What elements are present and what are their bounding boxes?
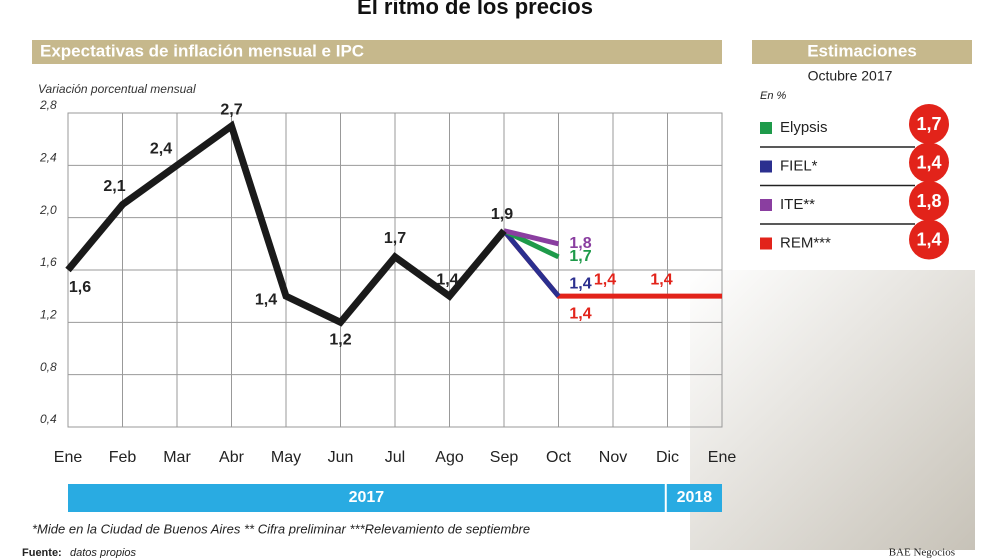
legend-band [752, 40, 972, 64]
data-label: 1,4 [650, 271, 672, 288]
legend-value: 1,7 [916, 114, 941, 134]
x-tick-label: Ene [708, 449, 737, 466]
data-label: 2,1 [103, 178, 125, 195]
series-line [502, 229, 561, 298]
chart-title: El ritmo de los precios [357, 0, 593, 19]
data-label: 1,6 [69, 279, 91, 296]
legend-label: FIEL* [780, 157, 818, 174]
legend-label: ITE** [780, 196, 815, 213]
y-tick-label: 2,8 [39, 98, 57, 112]
source-label: Fuente: [22, 547, 62, 558]
series-line [65, 120, 507, 327]
data-label: 1,4 [255, 291, 277, 308]
background-photo [690, 270, 975, 550]
x-tick-label: May [271, 449, 301, 466]
legend-swatch [760, 122, 772, 134]
legend-subtitle: Octubre 2017 [808, 68, 893, 84]
data-label: 1,4 [436, 271, 458, 288]
data-label: 2,7 [220, 101, 242, 118]
x-tick-label: Jul [385, 449, 405, 466]
data-label: 1,4 [569, 305, 591, 322]
y-tick-label: 0,8 [40, 360, 57, 374]
legend-badge [909, 181, 949, 221]
x-tick-label: Feb [109, 449, 137, 466]
footnote: *Mide en la Ciudad de Buenos Aires ** Ci… [32, 521, 530, 536]
y-tick-label: 1,2 [40, 308, 57, 322]
series-line [503, 228, 560, 247]
legend-swatch [760, 160, 772, 173]
year-label: 2017 [349, 489, 385, 506]
data-label: 2,4 [150, 141, 172, 158]
data-label: 1,7 [569, 248, 591, 265]
credit: BAE Negocios [889, 547, 955, 558]
year-label: 2018 [677, 489, 713, 506]
legend-value: 1,4 [916, 152, 941, 172]
legend-label: REM*** [780, 234, 831, 251]
source: datos propios [70, 547, 137, 558]
x-tick-label: Mar [163, 449, 191, 466]
data-label: 1,2 [329, 332, 351, 349]
year-bar [666, 484, 722, 512]
y-tick-label: 0,4 [40, 412, 57, 426]
legend-badge [909, 142, 949, 183]
x-tick-label: Sep [490, 449, 519, 466]
chart-subtitle: Expectativas de inflación mensual e IPC [40, 41, 364, 60]
x-tick-label: Ene [54, 449, 83, 466]
x-tick-label: Oct [546, 449, 571, 466]
data-label: 1,8 [569, 235, 591, 252]
x-tick-label: Abr [219, 449, 245, 466]
legend-value: 1,8 [916, 191, 941, 211]
legend-swatch [760, 199, 772, 211]
y-tick-label: 2,4 [39, 151, 57, 165]
legend-label: Elypsis [780, 119, 828, 136]
subtitle-band [32, 40, 722, 64]
data-label: 1,4 [569, 275, 591, 292]
legend-unit: En % [760, 90, 787, 102]
year-bar [68, 484, 665, 512]
legend-badge [909, 104, 949, 144]
y-tick-label: 2,0 [39, 203, 57, 217]
legend-value: 1,4 [916, 229, 941, 249]
x-tick-label: Ago [435, 449, 464, 466]
data-label: 1,9 [491, 206, 513, 223]
y-axis-label: Variación porcentual mensual [38, 82, 196, 96]
data-label: 1,7 [384, 230, 406, 247]
x-tick-label: Jun [328, 449, 354, 466]
legend-swatch [760, 237, 772, 250]
legend-title: Estimaciones [807, 41, 917, 60]
data-label: 1,4 [594, 271, 616, 288]
x-tick-label: Dic [656, 449, 679, 466]
y-tick-label: 1,6 [40, 255, 57, 269]
x-tick-label: Nov [599, 449, 627, 466]
legend-badge [909, 219, 949, 260]
